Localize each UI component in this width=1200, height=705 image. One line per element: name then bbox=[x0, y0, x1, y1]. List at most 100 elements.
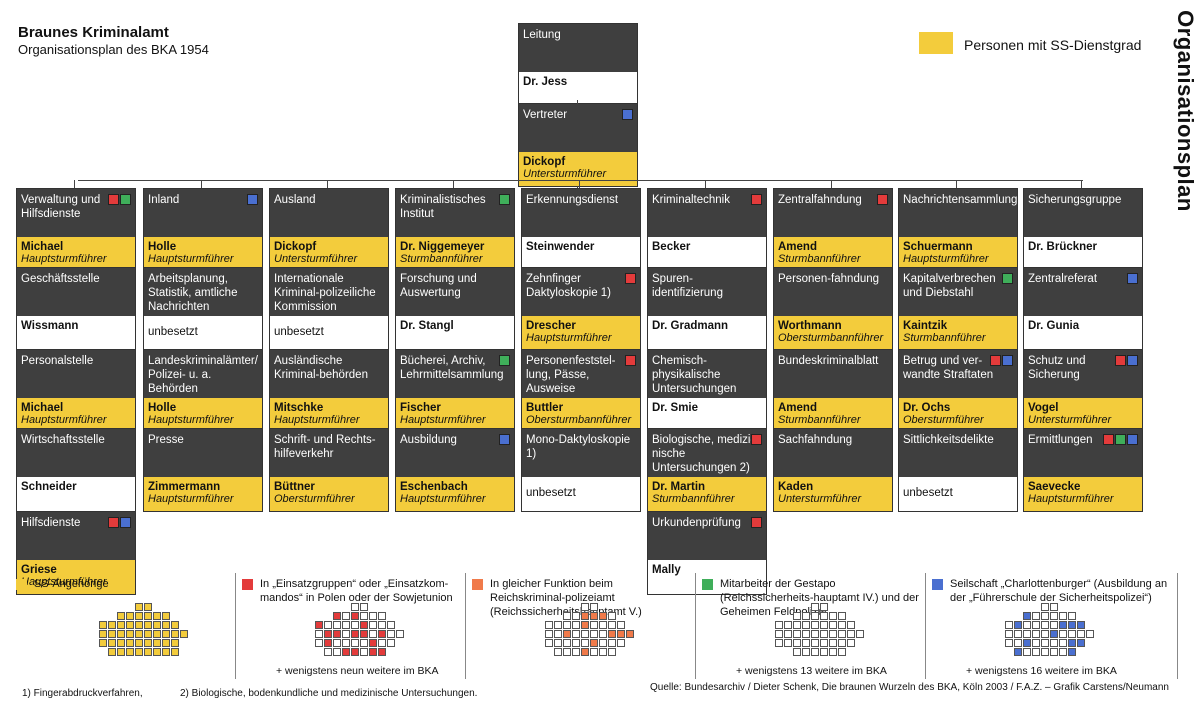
person-square bbox=[99, 639, 107, 647]
unit-body: Kaintzik Sturmbannführer bbox=[899, 316, 1017, 350]
person-square bbox=[1005, 630, 1013, 638]
red-marker bbox=[751, 434, 762, 445]
person-rank: Hauptsturmführer bbox=[21, 414, 107, 426]
person-square bbox=[838, 621, 846, 629]
legend-swatch bbox=[932, 579, 943, 590]
unit-header: Internationale Kriminal-polizeiliche Kom… bbox=[270, 268, 388, 316]
person-square bbox=[162, 630, 170, 638]
org-unit-box: Erkennungsdienst Steinwender bbox=[521, 188, 641, 272]
person-name: Mally bbox=[652, 564, 681, 576]
unit-header: Personalstelle bbox=[17, 350, 135, 398]
person-name: Schuermann bbox=[903, 241, 973, 253]
blue-marker bbox=[499, 434, 510, 445]
person-square bbox=[1023, 621, 1031, 629]
blue-marker bbox=[622, 109, 633, 120]
person-name: Vogel bbox=[1028, 402, 1059, 414]
person-square bbox=[117, 621, 125, 629]
person-rank: Untersturmführer bbox=[274, 253, 358, 265]
person-rank: Obersturmbannführer bbox=[526, 414, 632, 426]
person-square bbox=[802, 639, 810, 647]
person-square bbox=[117, 639, 125, 647]
unit-header: Zentralfahndung bbox=[774, 189, 892, 237]
person-square bbox=[590, 603, 598, 611]
person-name: Worthmann bbox=[778, 320, 842, 332]
unit-header: Ausland bbox=[270, 189, 388, 237]
person-name: Kaden bbox=[778, 481, 814, 493]
person-square bbox=[563, 639, 571, 647]
org-unit-box: Schrift- und Rechts-hilfeverkehr Büttner O… bbox=[269, 428, 389, 512]
person-square bbox=[153, 648, 161, 656]
org-unit-box: Kriminalistisches Institut Dr. Niggemeyer… bbox=[395, 188, 515, 272]
person-square bbox=[793, 612, 801, 620]
person-square bbox=[563, 648, 571, 656]
unit-body: Dr. Ochs Obersturmführer bbox=[899, 398, 1017, 432]
unstaffed-label: unbesetzt bbox=[148, 326, 198, 338]
person-rank: Hauptsturmführer bbox=[148, 414, 234, 426]
person-square bbox=[1050, 630, 1058, 638]
person-rank: Sturmbannführer bbox=[652, 493, 735, 505]
person-name: Dr. Ochs bbox=[903, 402, 951, 414]
connector-line bbox=[1081, 180, 1082, 188]
org-unit-box: Personen-fahndung Worthmann Obersturmbannf… bbox=[773, 267, 893, 351]
connector-line bbox=[74, 180, 75, 188]
person-square bbox=[360, 648, 368, 656]
unit-body: Schuermann Hauptsturmführer bbox=[899, 237, 1017, 271]
person-square bbox=[1023, 648, 1031, 656]
person-square bbox=[811, 639, 819, 647]
person-square bbox=[126, 612, 134, 620]
person-rank: Hauptsturmführer bbox=[21, 253, 107, 265]
person-square bbox=[793, 648, 801, 656]
person-name: Dr. Stangl bbox=[400, 320, 454, 332]
person-square bbox=[599, 630, 607, 638]
org-unit-box: Mono-Daktyloskopie 1) unbesetzt bbox=[521, 428, 641, 512]
person-square bbox=[369, 621, 377, 629]
green-marker bbox=[1115, 434, 1126, 445]
person-name: Schneider bbox=[21, 481, 77, 493]
person-square bbox=[581, 639, 589, 647]
person-square bbox=[1041, 603, 1049, 611]
org-unit-box: Landeskriminalämter/ Polizei- u. a. Behö… bbox=[143, 349, 263, 433]
unit-header: Wirtschaftsstelle bbox=[17, 429, 135, 477]
person-square bbox=[1041, 621, 1049, 629]
person-name: Amend bbox=[778, 241, 817, 253]
org-unit-box: Sittlichkeitsdelikte unbesetzt bbox=[898, 428, 1018, 512]
person-square bbox=[117, 612, 125, 620]
green-marker bbox=[499, 355, 510, 366]
unit-body: Saevecke Hauptsturmführer bbox=[1024, 477, 1142, 511]
unit-header: Presse bbox=[144, 429, 262, 477]
person-square bbox=[1077, 630, 1085, 638]
person-square bbox=[153, 639, 161, 647]
red-marker bbox=[1115, 355, 1126, 366]
legend-item: SS-Angehörige bbox=[10, 573, 236, 679]
person-square bbox=[1023, 612, 1031, 620]
unit-body: Mally bbox=[648, 560, 766, 594]
unstaffed-label: unbesetzt bbox=[903, 487, 953, 499]
person-square bbox=[135, 621, 143, 629]
org-unit-box: Zentralfahndung Amend Sturmbannführer bbox=[773, 188, 893, 272]
unit-header: Erkennungsdienst bbox=[522, 189, 640, 237]
person-square bbox=[1077, 639, 1085, 647]
person-square bbox=[1050, 621, 1058, 629]
unit-header: Biologische, medizi-nische Untersuchunge… bbox=[648, 429, 766, 477]
unit-body: Dr. Stangl bbox=[396, 316, 514, 350]
person-square bbox=[581, 648, 589, 656]
unit-header: Kapitalverbrechen und Diebstahl bbox=[899, 268, 1017, 316]
ss-legend-label: Personen mit SS-Dienstgrad bbox=[964, 37, 1142, 53]
unit-body: Griese Hauptsturmführer bbox=[17, 560, 135, 594]
person-square bbox=[1014, 621, 1022, 629]
unit-body: Michael Hauptsturmführer bbox=[17, 237, 135, 271]
person-square bbox=[108, 630, 116, 638]
person-square bbox=[829, 648, 837, 656]
unit-body: Mitschke Hauptsturmführer bbox=[270, 398, 388, 432]
unit-body: Drescher Hauptsturmführer bbox=[522, 316, 640, 350]
blue-marker bbox=[1127, 273, 1138, 284]
person-square bbox=[563, 612, 571, 620]
person-square bbox=[333, 648, 341, 656]
person-square bbox=[153, 630, 161, 638]
person-square bbox=[360, 612, 368, 620]
org-unit-box: Bücherei, Archiv, Lehrmittelsammlung Fisc… bbox=[395, 349, 515, 433]
unit-body: unbesetzt bbox=[144, 316, 262, 350]
unit-header: Personenfeststel-lung, Pässe, Ausweise bbox=[522, 350, 640, 398]
blue-marker bbox=[120, 517, 131, 528]
person-square bbox=[572, 630, 580, 638]
